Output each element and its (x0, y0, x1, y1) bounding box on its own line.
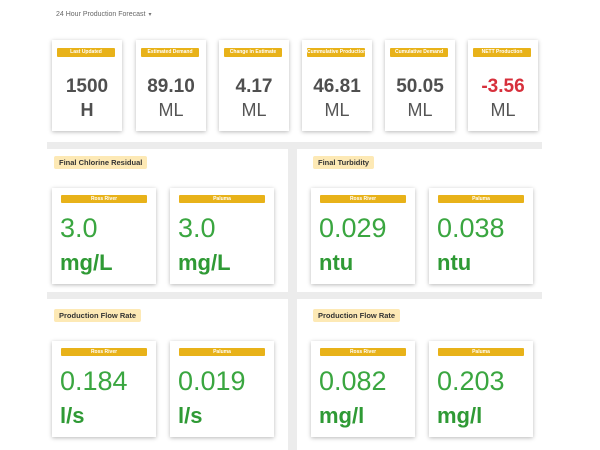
metric-value: 3.0 (60, 213, 98, 243)
panel-final-chlorine-residual: Final Chlorine Residual Ross River 3.0 m… (52, 150, 290, 296)
summary-unit: H (80, 100, 94, 120)
summary-value: -3.56 (481, 76, 525, 97)
summary-unit: ML (490, 100, 516, 120)
divider-vertical (288, 142, 297, 450)
panel-final-turbidity: Final Turbidity Ross River 0.029 ntu Pal… (311, 150, 549, 296)
metric-unit: mg/l (437, 403, 483, 428)
summary-card-cumulative-production: Cummulative Production 46.81 ML (302, 40, 372, 131)
panel-title: Production Flow Rate (54, 309, 142, 322)
metric-card-ross-river: Ross River 3.0 mg/L (52, 188, 156, 284)
summary-unit: ML (158, 100, 184, 120)
summary-label: Cumulative Demand (390, 48, 448, 57)
metric-label: Paluma (438, 348, 524, 356)
summary-value: 1500 (65, 76, 109, 97)
summary-value: 4.17 (235, 76, 273, 97)
panel-title: Final Chlorine Residual (54, 156, 148, 169)
summary-unit: ML (324, 100, 350, 120)
metric-card-ross-river: Ross River 0.082 mg/l (311, 341, 415, 437)
summary-unit: ML (407, 100, 433, 120)
summary-value: 46.81 (313, 76, 361, 97)
metric-label: Ross River (320, 348, 406, 356)
metric-value: 0.029 (319, 213, 387, 243)
summary-label: Change in Estimate (224, 48, 282, 57)
summary-card-cumulative-demand: Cumulative Demand 50.05 ML (385, 40, 455, 131)
summary-card-estimated-demand: Estimated Demand 89.10 ML (136, 40, 206, 131)
summary-card-last-updated: Last Updated 1500 H (52, 40, 122, 131)
summary-value: 50.05 (396, 76, 444, 97)
summary-row: Last Updated 1500 H Estimated Demand 89.… (52, 40, 542, 131)
summary-value: 89.10 (147, 76, 195, 97)
panel-title: Final Turbidity (313, 156, 375, 169)
metric-unit: mg/l (319, 403, 365, 428)
metric-label: Paluma (179, 348, 265, 356)
summary-label: NETT Production (473, 48, 531, 57)
chevron-down-icon[interactable]: ▾ (148, 12, 152, 18)
metric-card-paluma: Paluma 3.0 mg/L (170, 188, 274, 284)
panel-title: Production Flow Rate (313, 309, 401, 322)
metric-unit: mg/L (178, 250, 231, 275)
metric-label: Paluma (179, 195, 265, 203)
summary-label: Cummulative Production (307, 48, 365, 57)
metric-value: 0.082 (319, 366, 387, 396)
dashboard-title-text: 24 Hour Production Forecast (56, 11, 146, 18)
panel-production-flow-rate-right: Production Flow Rate Ross River 0.082 mg… (311, 303, 549, 449)
metric-label: Ross River (61, 348, 147, 356)
metric-unit: l/s (178, 403, 203, 428)
dashboard-title[interactable]: 24 Hour Production Forecast ▾ (56, 11, 152, 18)
metric-card-ross-river: Ross River 0.184 l/s (52, 341, 156, 437)
summary-label: Estimated Demand (141, 48, 199, 57)
metric-card-paluma: Paluma 0.019 l/s (170, 341, 274, 437)
summary-label: Last Updated (57, 48, 115, 57)
metric-value: 0.038 (437, 213, 505, 243)
metric-card-paluma: Paluma 0.038 ntu (429, 188, 533, 284)
metric-card-ross-river: Ross River 0.029 ntu (311, 188, 415, 284)
metric-label: Ross River (61, 195, 147, 203)
metric-value: 0.019 (178, 366, 246, 396)
metric-unit: l/s (60, 403, 85, 428)
metric-unit: ntu (437, 250, 472, 275)
metric-label: Ross River (320, 195, 406, 203)
metric-unit: mg/L (60, 250, 113, 275)
metric-label: Paluma (438, 195, 524, 203)
metric-value: 0.203 (437, 366, 505, 396)
metric-unit: ntu (319, 250, 354, 275)
metric-value: 3.0 (178, 213, 216, 243)
summary-unit: ML (241, 100, 267, 120)
panel-production-flow-rate-left: Production Flow Rate Ross River 0.184 l/… (52, 303, 290, 449)
summary-card-change-in-estimate: Change in Estimate 4.17 ML (219, 40, 289, 131)
summary-card-nett-production: NETT Production -3.56 ML (468, 40, 538, 131)
metric-value: 0.184 (60, 366, 128, 396)
metric-card-paluma: Paluma 0.203 mg/l (429, 341, 533, 437)
